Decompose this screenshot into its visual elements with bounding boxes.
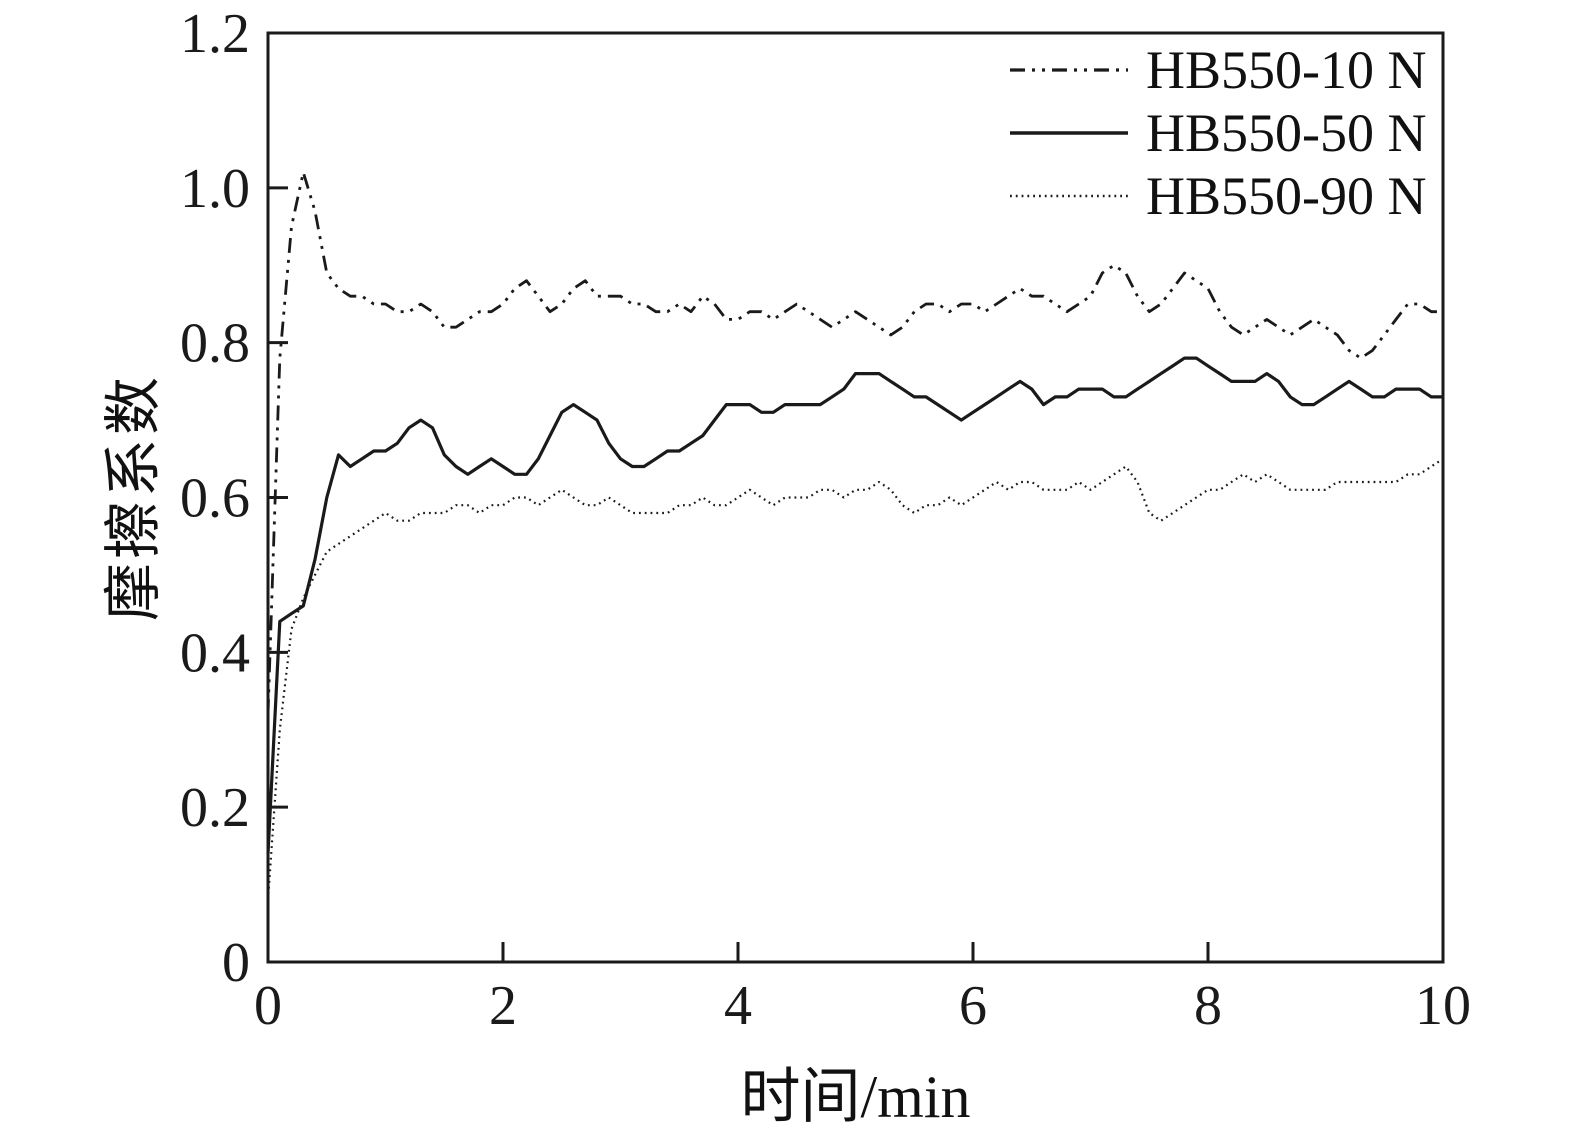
x-tick-label: 10: [1415, 975, 1471, 1037]
series-line-hb550-90-n: [266, 457, 1444, 901]
legend-label: HB550-50 N: [1146, 102, 1427, 163]
y-tick-label: 0.6: [180, 468, 250, 530]
legend-item: HB550-50 N: [1008, 101, 1427, 164]
x-tick-label: 0: [254, 975, 282, 1037]
legend-item: HB550-10 N: [1008, 38, 1427, 101]
y-tick-label: 0.4: [180, 622, 250, 684]
legend-line-sample-icon: [1010, 67, 1128, 72]
y-tick-label: 0: [222, 932, 250, 994]
legend-label: HB550-10 N: [1146, 39, 1427, 100]
x-tick-label: 2: [489, 975, 517, 1037]
x-tick-label: 4: [724, 975, 752, 1037]
legend-line-sample-icon: [1010, 130, 1128, 135]
legend-item: HB550-90 N: [1008, 164, 1427, 227]
legend: HB550-10 N HB550-50 N HB550-90 N: [1008, 38, 1427, 227]
series-line-hb550-10-n: [266, 170, 1443, 715]
y-tick-label: 0.2: [180, 777, 250, 839]
series-line-hb550-50-n: [266, 356, 1443, 854]
y-tick-label: 1.0: [180, 158, 250, 220]
x-tick-label: 8: [1194, 975, 1222, 1037]
legend-line-sample-icon: [1010, 194, 1128, 197]
x-axis-label: 时间/min: [740, 1064, 971, 1130]
y-tick-label: 0.8: [180, 313, 250, 375]
y-tick-label: 1.2: [180, 3, 250, 65]
legend-label: HB550-90 N: [1146, 165, 1427, 226]
y-axis-label: 摩擦系数: [101, 372, 166, 622]
x-tick-label: 6: [959, 975, 987, 1037]
